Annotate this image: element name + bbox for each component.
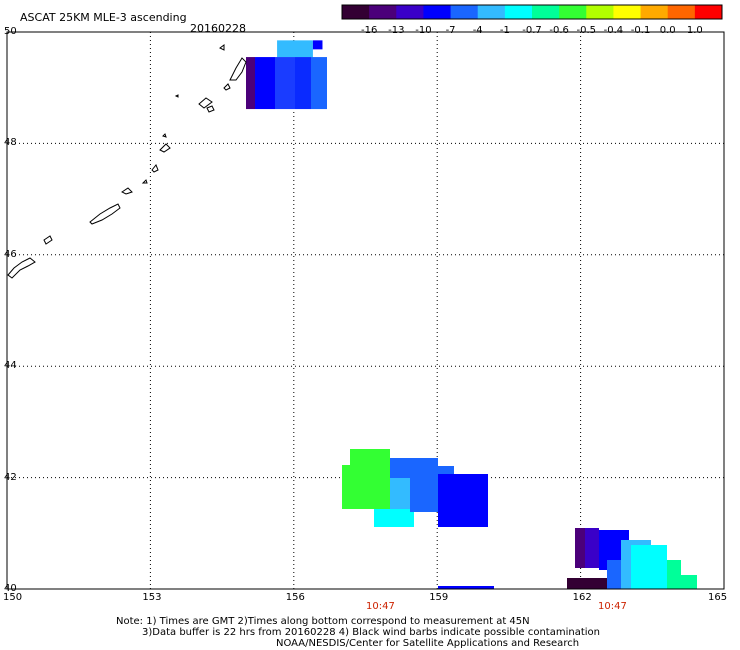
colorbar-swatch [694, 5, 723, 19]
wind-cell [390, 478, 410, 512]
colorbar-swatch [667, 5, 696, 19]
wind-cell [438, 474, 488, 527]
colorbar-swatch [532, 5, 560, 19]
island-outline [43, 235, 53, 245]
y-tick-label: 50 [4, 26, 17, 37]
island-outline [198, 97, 213, 109]
island-outline [141, 179, 148, 184]
island-outline [151, 164, 159, 173]
colorbar-tick-label: -4 [472, 25, 483, 36]
colorbar-tick-label: 1.0 [686, 25, 703, 36]
wind-cell [275, 57, 295, 110]
wind-cell [631, 545, 667, 589]
colorbar-tick-label: -0.6 [549, 25, 569, 36]
island-outline [229, 57, 247, 81]
island-outline [121, 187, 133, 195]
x-tick-label: 159 [429, 592, 449, 603]
colorbar-swatch [586, 5, 614, 19]
y-tick-label: 46 [4, 248, 17, 260]
y-tick-label: 48 [4, 137, 17, 149]
colorbar-tick-label: -0.1 [630, 25, 651, 36]
x-tick-label: 153 [142, 592, 162, 603]
note-line-1: Note: 1) Times are GMT 2)Times along bot… [116, 616, 530, 627]
island-outline [7, 257, 36, 279]
figure-title: ASCAT 25KM MLE-3 ascending [20, 11, 187, 24]
colorbar-swatch [396, 5, 424, 19]
wind-cell [246, 57, 255, 110]
wind-cell [255, 57, 275, 110]
note-line-3: NOAA/NESDIS/Center for Satellite Applica… [276, 638, 580, 649]
island-outline [223, 83, 231, 91]
island-outline [89, 203, 121, 225]
colorbar-tick-label: -1 [499, 25, 510, 36]
wind-cell [342, 465, 390, 509]
colorbar-swatch [559, 5, 587, 19]
colorbar-tick-label: -0.4 [603, 25, 624, 36]
y-tick-label: 42 [4, 471, 17, 483]
colorbar-swatch [504, 5, 533, 19]
wind-cell [312, 40, 323, 50]
x-tick-label: 165 [708, 592, 728, 603]
x-tick-label: 156 [285, 592, 305, 603]
time-label-2: 10:47 [598, 601, 627, 612]
wind-cell [667, 560, 681, 589]
x-tick-label: 150 [3, 592, 23, 603]
colorbar-tick-label: -0.7 [522, 25, 542, 36]
x-tick-label: 162 [572, 592, 592, 603]
colorbar-swatch [342, 5, 370, 19]
island-outline [162, 133, 167, 138]
note-line-2: 3)Data buffer is 22 hrs from 20160228 4)… [142, 627, 600, 638]
colorbar-swatch [423, 5, 452, 19]
y-tick-label: 40 [4, 583, 17, 594]
island-outline [219, 44, 225, 51]
wind-cell [374, 509, 414, 527]
wind-cell [277, 40, 313, 58]
coastline [7, 44, 247, 279]
wind-cell [438, 586, 494, 589]
colorbar-tick-label: -7 [445, 25, 456, 36]
colorbar-swatch [613, 5, 642, 19]
colorbar-swatch [477, 5, 506, 19]
wind-cell [311, 57, 327, 110]
colorbar-tick-label: 0.0 [659, 25, 676, 36]
island-outline [206, 105, 215, 113]
island-outline [174, 94, 179, 98]
colorbar-tick-label: -13 [388, 25, 405, 36]
plot-frame [6, 31, 725, 590]
time-label-1: 10:47 [366, 601, 395, 612]
colorbar-swatch [369, 5, 397, 19]
colorbar-tick-label: -16 [360, 25, 378, 36]
colorbar-frame [341, 4, 723, 20]
colorbar-swatch [450, 5, 479, 19]
wind-cell [585, 528, 599, 568]
wind-cell [575, 528, 585, 568]
wind-cell [567, 578, 607, 589]
colorbar-tick-label: -0.5 [576, 25, 597, 36]
wind-cell [350, 449, 390, 465]
y-tick-label: 44 [4, 360, 17, 372]
colorbar [341, 4, 723, 20]
colorbar-swatch [640, 5, 669, 19]
wind-cell [681, 575, 697, 589]
wind-cells [246, 40, 697, 589]
wind-cell [295, 57, 311, 110]
colorbar-tick-label: -10 [415, 25, 432, 36]
island-outline [159, 143, 171, 153]
